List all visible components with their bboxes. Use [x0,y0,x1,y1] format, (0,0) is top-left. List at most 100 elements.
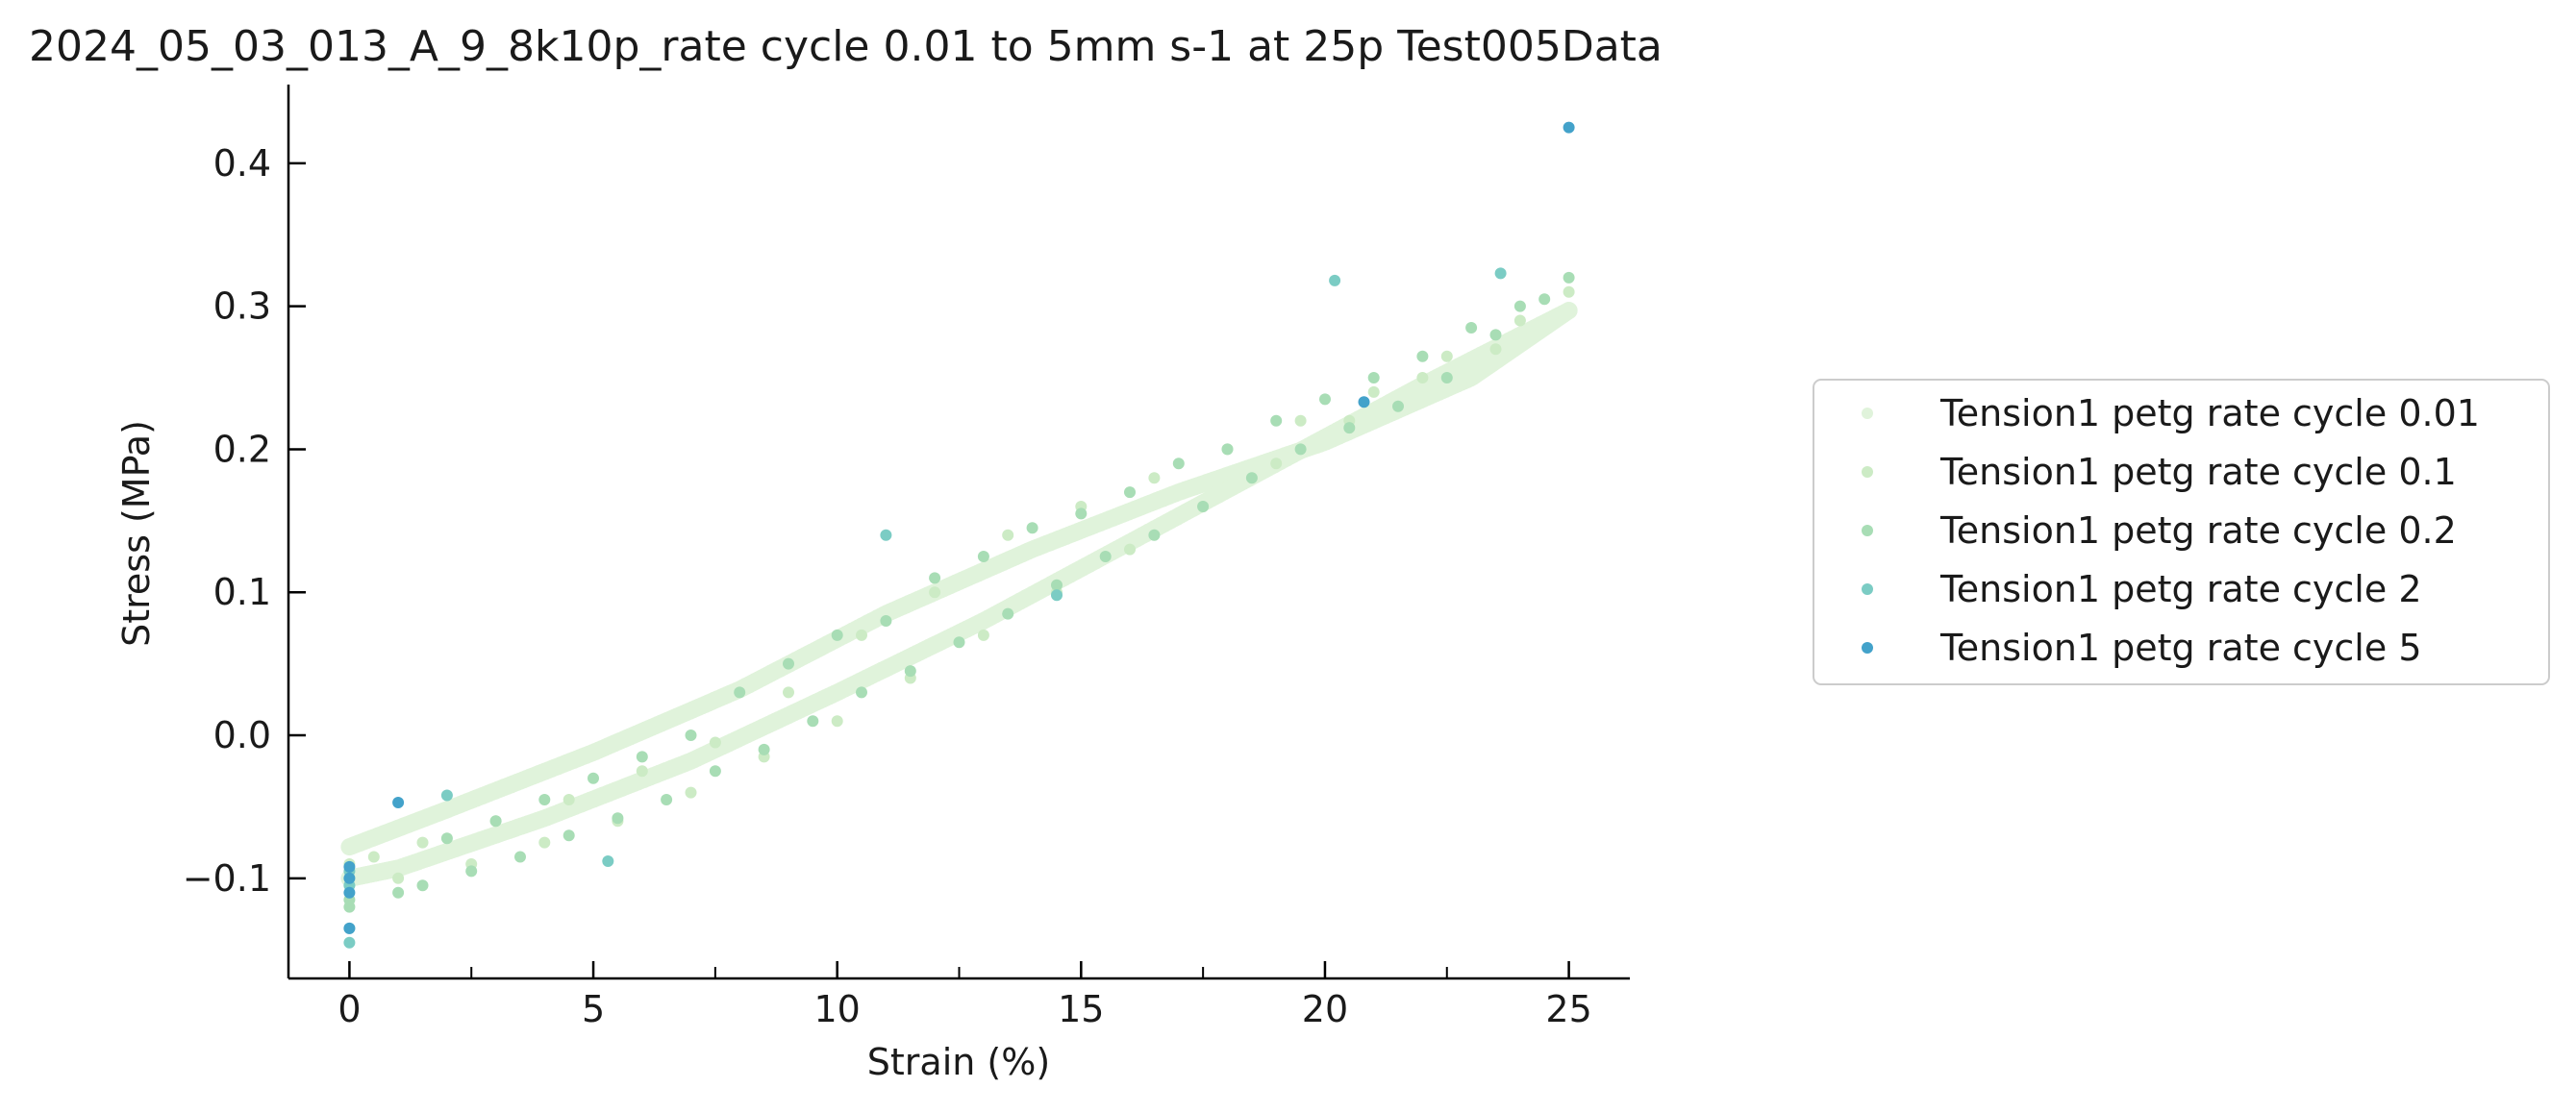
data-point-series-4 [343,860,356,873]
x-axis-label: Strain (%) [867,1041,1050,1083]
data-point-series-3 [602,855,614,867]
data-point-series-1 [831,715,843,728]
data-point-series-2 [1392,400,1404,412]
data-point-series-2 [1563,271,1575,284]
data-point-series-2 [831,629,843,641]
data-point-series-2 [1319,393,1331,406]
legend-marker-3 [1862,583,1873,595]
data-point-series-2 [1026,522,1038,534]
data-point-series-3 [1051,589,1063,602]
data-point-series-2 [1513,300,1526,312]
data-point-series-2 [904,665,916,678]
points-layer [340,121,1578,949]
data-point-series-2 [1465,322,1478,334]
data-point-series-2 [709,765,721,778]
data-point-series-2 [1440,372,1453,383]
data-point-series-1 [977,629,989,641]
data-point-series-2 [440,832,453,845]
data-point-series-2 [661,794,673,805]
y-tick-label: 0.3 [213,285,271,328]
legend-marker-1 [1862,466,1873,478]
data-point-series-4 [343,922,356,934]
data-point-series-4 [392,797,405,808]
data-point-series-2 [514,851,526,863]
data-point-series-2 [1099,551,1112,562]
data-point-series-2 [392,886,405,899]
data-point-series-2 [685,730,697,741]
data-point-series-2 [807,715,819,728]
legend: Tension1 petg rate cycle 0.01 Tension1 pe… [1813,379,2550,685]
data-point-series-1 [709,736,721,749]
legend-label-1: Tension1 petg rate cycle 0.1 [1939,451,2457,493]
data-point-series-2 [1245,472,1258,484]
data-point-series-1 [1489,343,1502,356]
data-point-series-2 [1148,529,1161,541]
data-point-series-1 [563,794,575,805]
data-point-series-1 [1124,543,1136,556]
data-point-series-3 [1329,274,1341,286]
data-point-series-2 [880,615,892,627]
y-tick-label: −0.1 [183,857,271,900]
data-point-series-3 [1494,267,1507,280]
data-point-series-1 [367,851,380,863]
legend-label-3: Tension1 petg rate cycle 2 [1939,568,2422,610]
data-point-series-3 [343,936,356,949]
data-point-series-1 [1513,314,1526,327]
x-tick-label: 15 [1058,988,1104,1030]
legend-marker-4 [1862,642,1873,654]
data-point-series-2 [612,812,624,825]
data-point-series-1 [929,586,941,599]
data-point-series-2 [783,657,794,670]
data-point-series-2 [1197,501,1210,512]
data-point-series-2 [563,829,575,842]
data-point-series-2 [416,879,429,892]
y-axis-label: Stress (MPa) [115,420,158,647]
data-point-series-1 [538,836,551,849]
data-point-series-2 [538,794,551,805]
data-point-series-2 [1367,372,1380,383]
data-point-series-1 [1416,372,1429,383]
y-tick-label: 0.4 [213,142,271,185]
data-point-series-2 [1270,414,1283,427]
data-point-series-1 [1148,472,1161,484]
x-tick-label: 20 [1302,988,1348,1030]
data-point-series-2 [1343,422,1356,434]
legend-marker-2 [1862,525,1873,536]
data-point-series-2 [953,636,965,649]
data-point-series-1 [783,686,794,699]
data-point-series-4 [1563,121,1575,134]
data-point-series-1 [636,765,648,778]
y-ticks: −0.1 0.0 0.1 0.2 0.3 0.4 [183,142,306,900]
data-point-series-2 [758,743,770,755]
data-point-series-2 [1221,443,1234,456]
x-tick-label: 10 [814,988,861,1030]
legend-label-0: Tension1 petg rate cycle 0.01 [1939,392,2480,434]
y-tick-label: 0.0 [213,714,271,756]
data-point-series-2 [1002,607,1014,620]
data-point-series-2 [1489,329,1502,341]
data-point-series-2 [856,686,867,699]
data-point-series-1 [1367,385,1380,398]
data-point-series-4 [343,872,356,884]
data-point-series-1 [1294,414,1307,427]
x-tick-label: 5 [582,988,605,1030]
data-point-series-1 [392,872,405,884]
data-point-series-2 [588,772,599,784]
x-ticks: 0 5 10 15 20 25 [338,961,1592,1030]
data-point-series-2 [929,572,941,584]
legend-label-2: Tension1 petg rate cycle 0.2 [1939,509,2457,552]
data-point-series-2 [1124,486,1136,499]
legend-marker-0 [1862,408,1873,419]
data-point-series-3 [880,529,892,541]
data-point-series-2 [1172,458,1185,470]
legend-box [1813,379,2550,685]
data-point-series-1 [1270,458,1283,470]
data-point-series-2 [1538,293,1551,306]
data-point-series-2 [1051,579,1063,591]
data-point-series-1 [685,786,697,799]
data-point-series-4 [1358,396,1370,408]
y-tick-label: 0.2 [213,428,271,470]
data-point-series-2 [1416,350,1429,362]
data-point-series-1 [1440,350,1453,362]
